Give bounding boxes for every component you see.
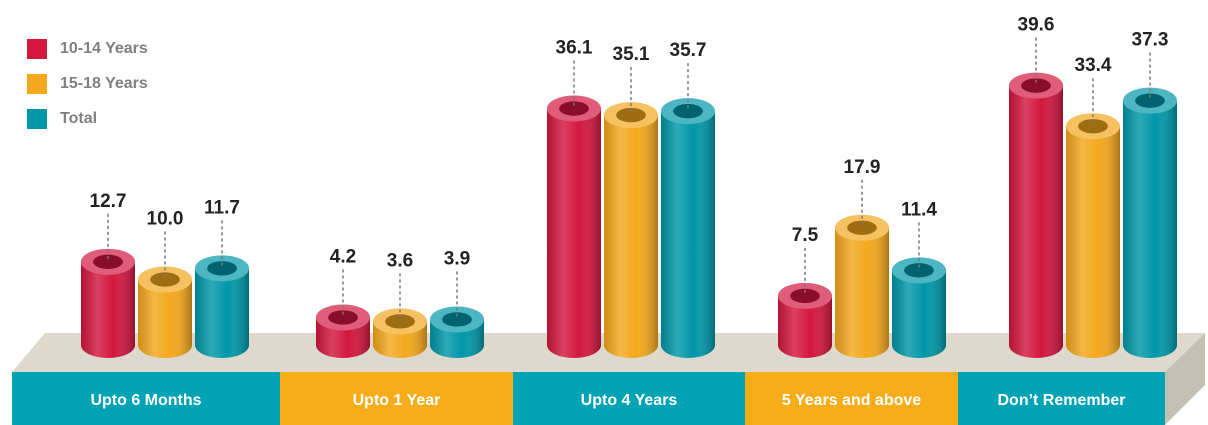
legend-swatch	[27, 74, 47, 94]
legend-label: 15-18 Years	[60, 75, 148, 92]
category-label: 5 Years and above	[782, 392, 921, 409]
legend-label: 10-14 Years	[60, 40, 148, 57]
value-label: 35.1	[613, 44, 650, 65]
value-label: 35.7	[670, 40, 707, 61]
legend-swatch	[27, 109, 47, 129]
value-label: 3.9	[444, 248, 470, 269]
value-label: 7.5	[792, 225, 819, 246]
cylinder-shade	[81, 262, 135, 358]
legend-label: Total	[60, 110, 97, 127]
cylinder-shade	[1066, 126, 1120, 358]
value-label: 12.7	[90, 191, 127, 212]
chart: Upto 6 Months Upto 1 Year Upto 4 Years 5 Ye…	[0, 0, 1208, 425]
legend-swatch	[27, 39, 47, 59]
value-label: 39.6	[1018, 15, 1055, 36]
value-label: 11.4	[901, 199, 937, 220]
cylinder-shade	[547, 109, 601, 358]
category-label: Upto 1 Year	[353, 392, 441, 409]
value-label: 37.3	[1132, 30, 1169, 51]
value-label: 11.7	[204, 197, 240, 218]
value-label: 33.4	[1075, 55, 1112, 76]
value-label: 36.1	[556, 38, 593, 59]
value-label: 10.0	[147, 209, 184, 230]
category-label: Don’t Remember	[997, 392, 1125, 409]
cylinder-shade	[1009, 86, 1063, 358]
category-label: Upto 4 Years	[581, 392, 678, 409]
cylinder-shade	[604, 115, 658, 358]
cylinder-shade	[835, 228, 889, 358]
value-label: 4.2	[330, 247, 356, 268]
cylinder-shade	[661, 111, 715, 358]
value-label: 3.6	[387, 250, 413, 271]
cylinder-shade	[1123, 101, 1177, 358]
cylinder-shade	[195, 268, 249, 358]
value-label: 17.9	[844, 157, 881, 178]
cylinder-shade	[892, 270, 946, 358]
category-label: Upto 6 Months	[90, 392, 201, 409]
